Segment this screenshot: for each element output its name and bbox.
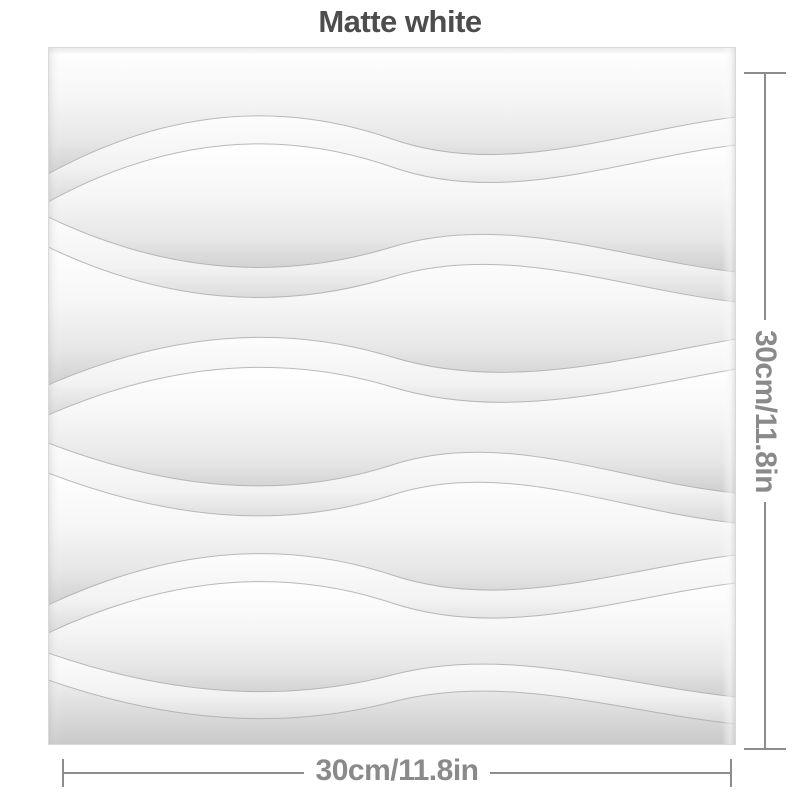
dimension-cap-top: [744, 72, 786, 74]
dimension-cap-right: [730, 759, 732, 787]
width-dimension-label: 30cm/11.8in: [315, 754, 479, 787]
dimension-cap-left: [62, 759, 64, 787]
dimension-line-upper: [764, 74, 766, 320]
dimension-cap-bottom: [744, 748, 786, 750]
height-dimension-label: 30cm/11.8in: [749, 329, 782, 493]
panel-top-lip: [48, 47, 736, 54]
wall-panel-image: [48, 47, 736, 745]
wave-pattern-graphic: [48, 47, 736, 745]
wave-bands: [48, 47, 736, 745]
dimension-line-right: [490, 772, 730, 774]
panel-border: [48, 47, 736, 745]
page-title: Matte white: [318, 4, 482, 39]
panel-left-edge: [48, 47, 62, 745]
height-dimension: 30cm/11.8in: [744, 72, 786, 750]
panel-right-edge: [722, 47, 736, 745]
dimension-line-lower: [764, 502, 766, 748]
dimension-line-left: [64, 772, 304, 774]
groove-lines: [48, 115, 736, 725]
width-dimension: 30cm/11.8in: [62, 754, 732, 787]
